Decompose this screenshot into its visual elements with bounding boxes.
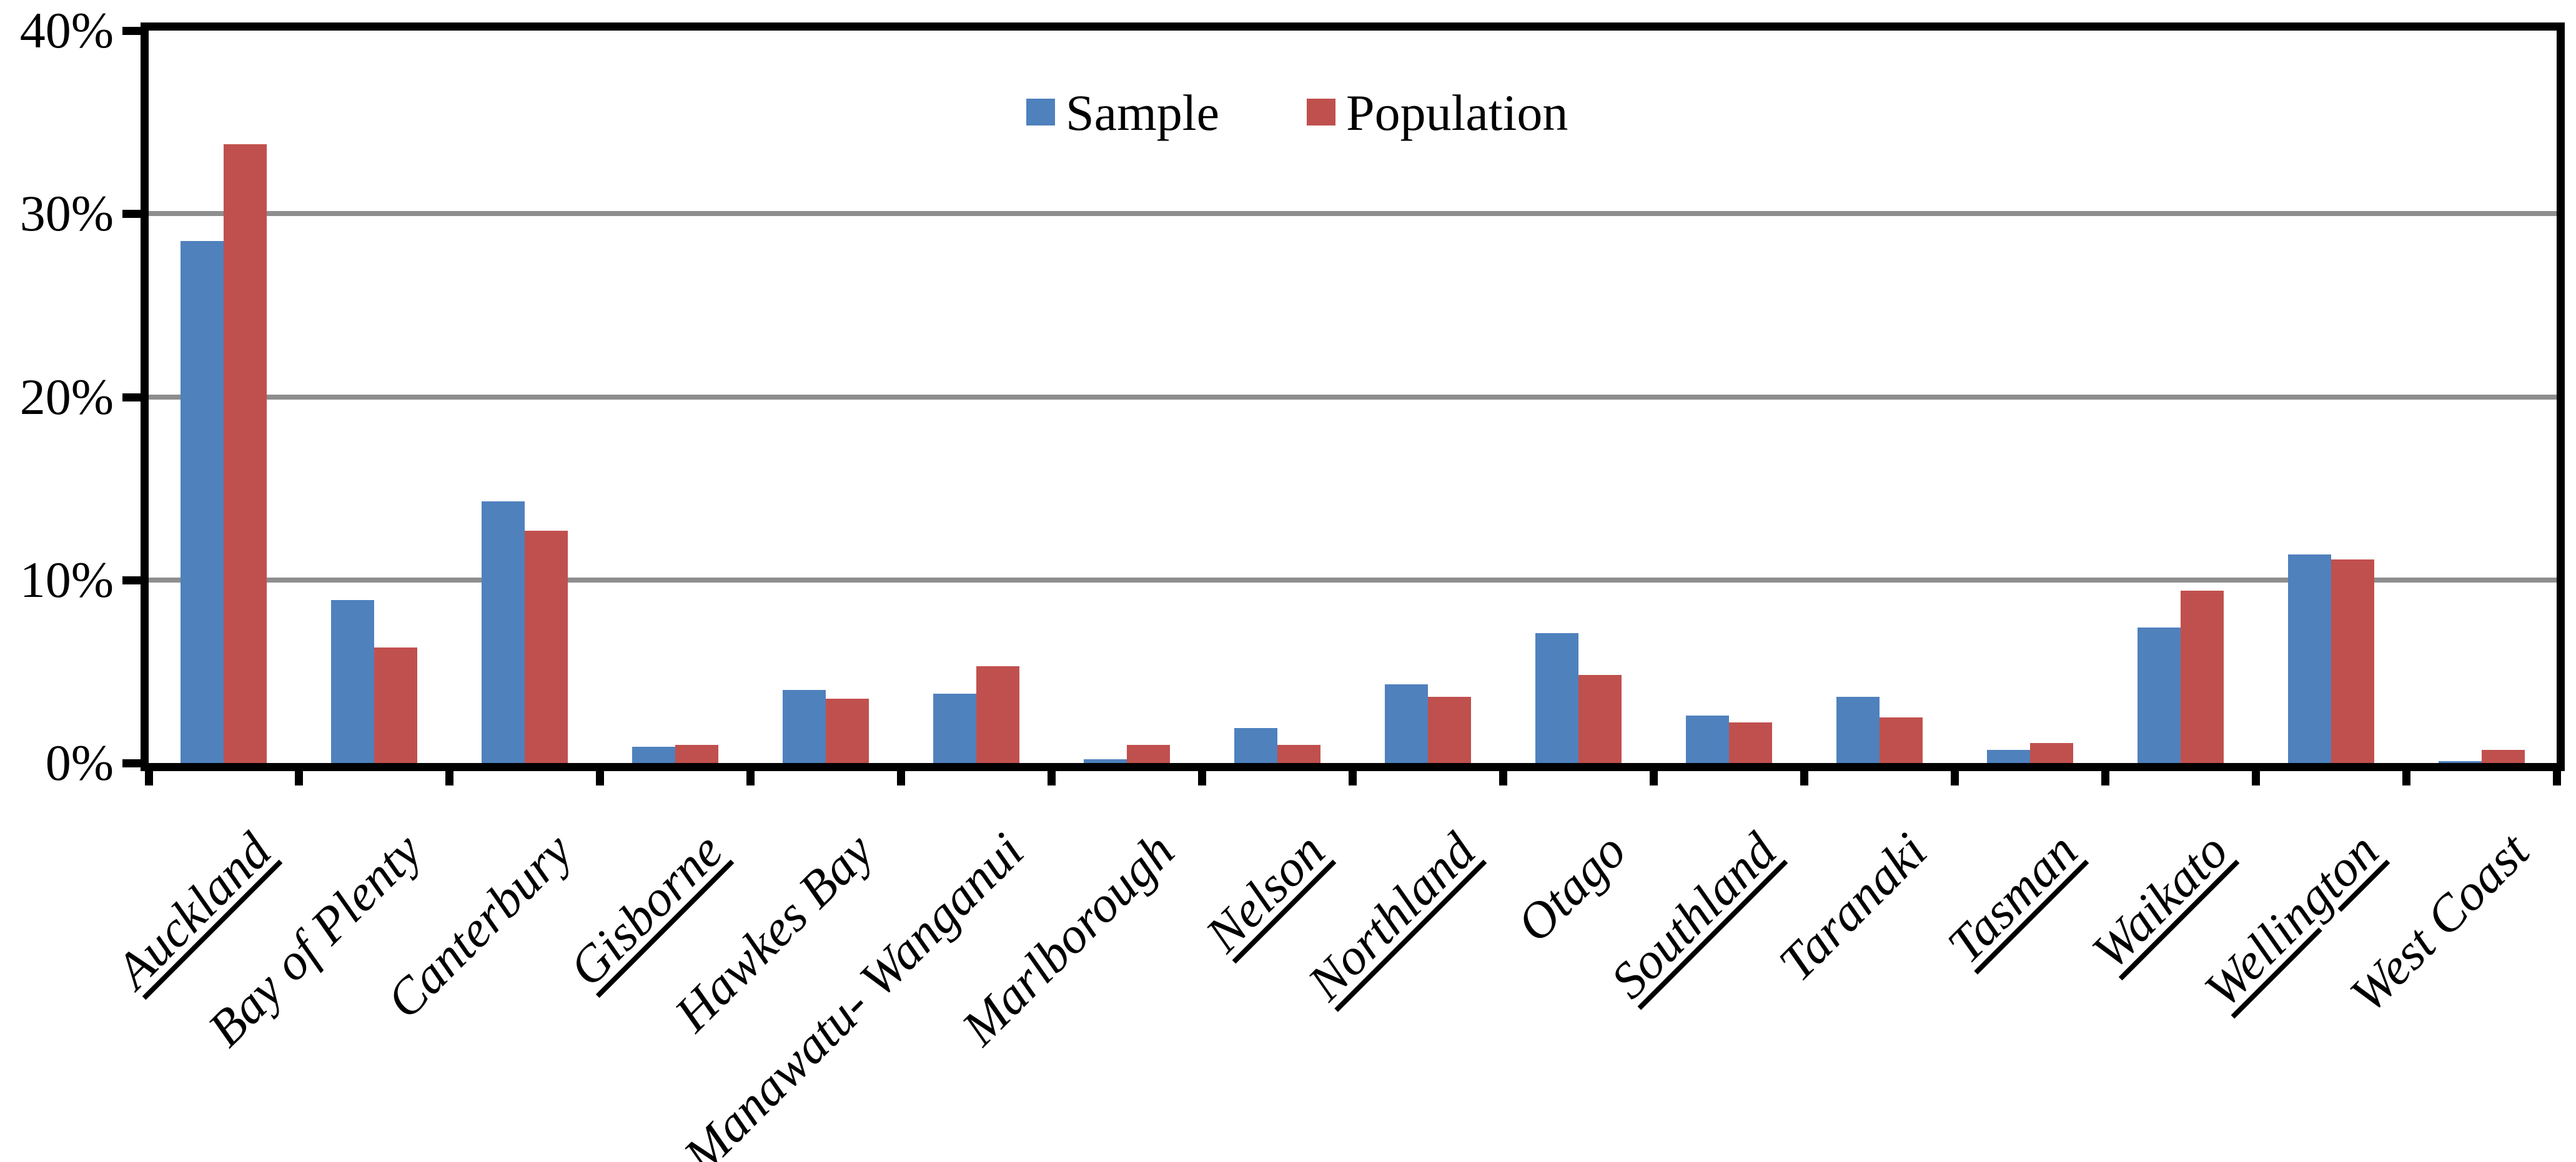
bar-sample-bay-of-plenty — [331, 600, 374, 763]
y-axis-label-10: 10% — [19, 551, 114, 608]
y-axis-label-20: 20% — [19, 368, 114, 425]
bar-population-wellington — [2331, 559, 2374, 763]
bar-population-waikato — [2181, 591, 2224, 763]
bar-population-canterbury — [525, 531, 568, 763]
y-axis-tick-40 — [122, 27, 149, 35]
bar-sample-gisborne — [632, 747, 675, 763]
bar-sample-auckland — [181, 241, 224, 763]
x-axis-tick-11 — [1800, 763, 1808, 785]
bar-sample-west-coast — [2439, 761, 2482, 763]
x-axis-tick-15 — [2402, 763, 2410, 785]
x-axis-tick-1 — [295, 763, 303, 785]
x-axis-tick-5 — [897, 763, 905, 785]
bar-sample-wellington — [2288, 554, 2331, 763]
x-axis-tick-13 — [2101, 763, 2109, 785]
bar-sample-otago — [1535, 633, 1578, 763]
legend-label-sample: Sample — [1066, 84, 1219, 141]
bar-sample-nelson — [1234, 728, 1277, 763]
bar-population-marlborough — [1127, 745, 1170, 763]
bar-population-west-coast — [2482, 750, 2525, 763]
x-axis-tick-9 — [1499, 763, 1507, 785]
bar-population-tasman — [2030, 743, 2073, 763]
x-axis-tick-3 — [596, 763, 604, 785]
bar-population-auckland — [224, 144, 267, 763]
y-axis-tick-20 — [122, 393, 149, 401]
x-axis-tick-7 — [1198, 763, 1206, 785]
bar-sample-canterbury — [482, 501, 525, 763]
y-axis-label-30: 30% — [19, 185, 114, 242]
bar-population-bay-of-plenty — [374, 647, 417, 763]
y-axis-label-40: 40% — [19, 2, 114, 59]
bar-sample-southland — [1686, 716, 1729, 763]
x-axis-tick-10 — [1650, 763, 1658, 785]
legend-label-population: Population — [1346, 84, 1568, 141]
bar-sample-northland — [1385, 684, 1428, 763]
bar-sample-taranaki — [1836, 697, 1880, 763]
gridline-10pct — [149, 577, 2557, 583]
bar-sample-hawkes-bay — [783, 690, 826, 763]
x-axis-tick-16 — [2553, 763, 2561, 785]
y-axis-tick-0 — [122, 759, 149, 767]
bar-population-hawkes-bay — [826, 699, 869, 763]
gridline-30pct — [149, 211, 2557, 217]
y-axis-label-0: 0% — [45, 734, 114, 791]
x-axis-tick-14 — [2252, 763, 2260, 785]
bar-population-gisborne — [675, 745, 718, 763]
legend-swatch-population — [1307, 99, 1335, 126]
gridline-20pct — [149, 394, 2557, 400]
bar-population-southland — [1729, 722, 1772, 763]
x-axis-tick-0 — [145, 763, 153, 785]
x-axis-tick-6 — [1048, 763, 1056, 785]
bar-population-taranaki — [1880, 717, 1923, 763]
y-axis-tick-30 — [122, 210, 149, 218]
legend-swatch-sample — [1026, 99, 1055, 126]
x-axis-tick-2 — [445, 763, 453, 785]
x-axis-tick-12 — [1951, 763, 1959, 785]
bar-sample-marlborough — [1084, 759, 1127, 763]
bar-sample-waikato — [2138, 628, 2181, 763]
bar-sample-tasman — [1987, 750, 2030, 763]
bar-population-nelson — [1277, 745, 1320, 763]
bar-population-otago — [1578, 675, 1622, 763]
y-axis-tick-10 — [122, 576, 149, 584]
bar-sample-manawatu-wanganui — [933, 694, 976, 763]
bar-population-manawatu-wanganui — [976, 666, 1019, 763]
x-axis-tick-8 — [1349, 763, 1357, 785]
bar-population-northland — [1428, 697, 1471, 763]
x-axis-tick-4 — [746, 763, 755, 785]
